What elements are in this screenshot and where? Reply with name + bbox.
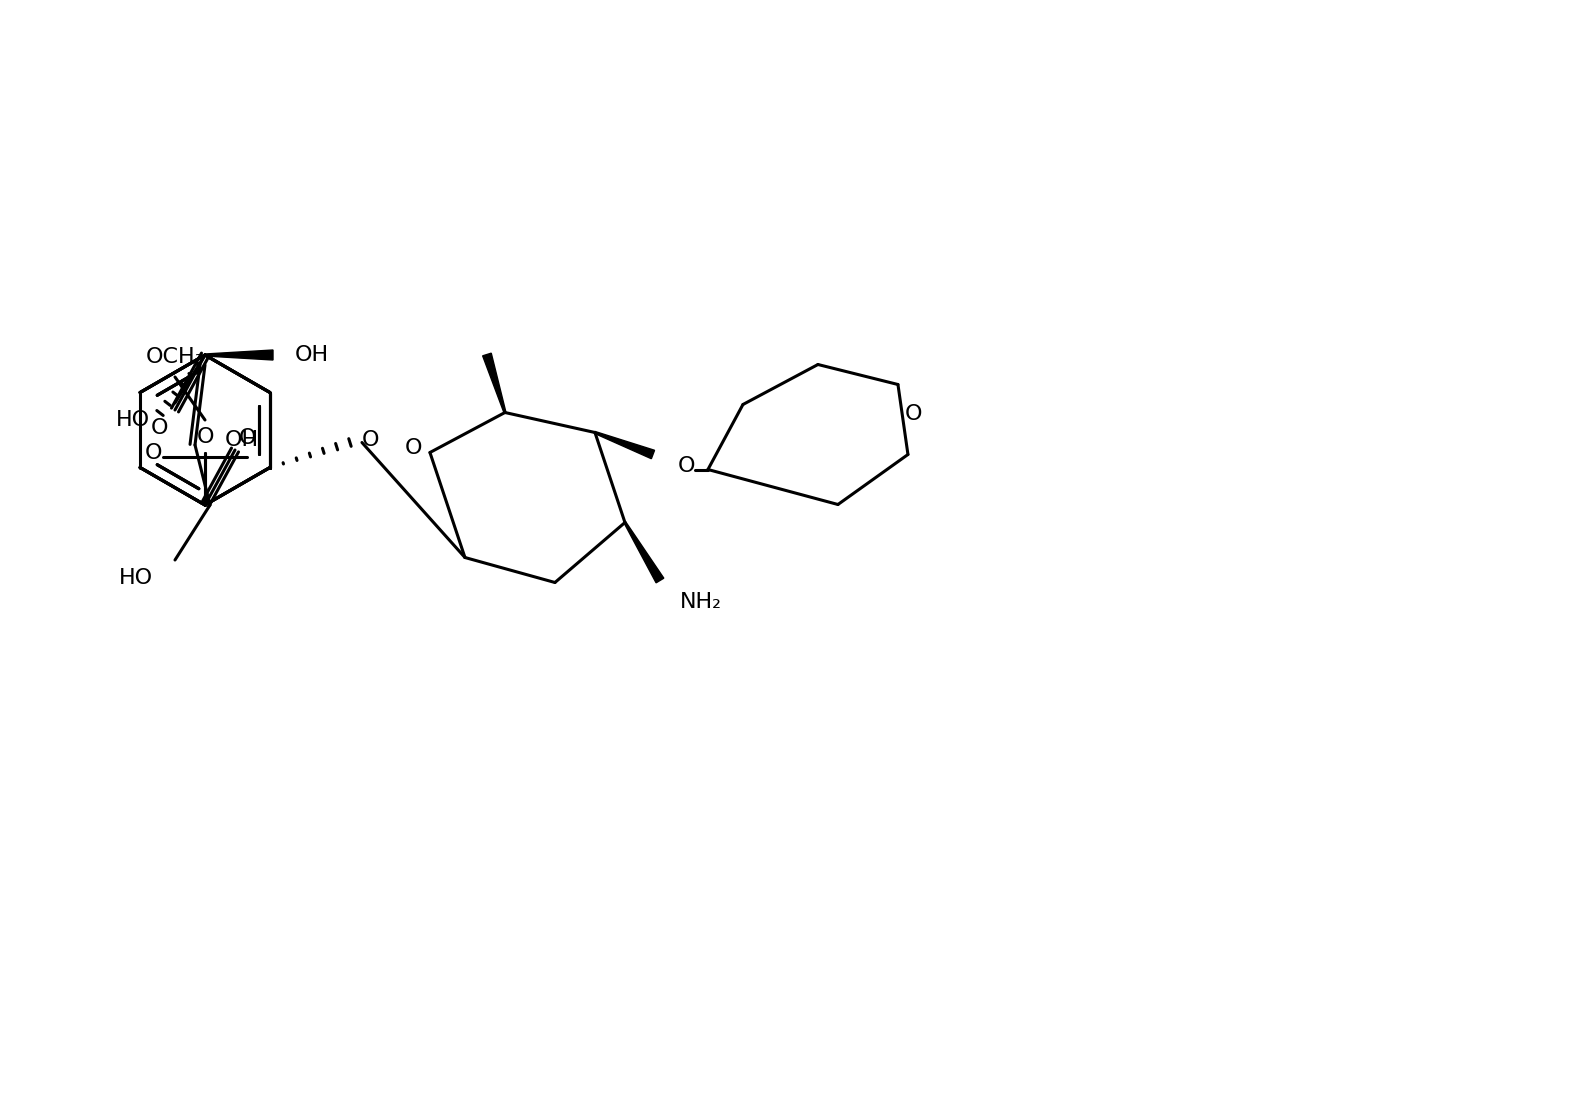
- Text: O: O: [904, 404, 923, 424]
- Text: O: O: [150, 419, 169, 438]
- Text: O: O: [196, 427, 214, 446]
- Polygon shape: [624, 521, 664, 583]
- Text: HO: HO: [119, 568, 154, 587]
- Text: OCH₃: OCH₃: [146, 347, 204, 367]
- Text: O: O: [239, 427, 257, 448]
- Text: O: O: [144, 443, 162, 463]
- Polygon shape: [594, 432, 654, 459]
- Text: NH₂: NH₂: [680, 592, 722, 612]
- Polygon shape: [204, 350, 272, 360]
- Text: HO: HO: [116, 410, 150, 430]
- Text: OH: OH: [225, 430, 260, 450]
- Text: O: O: [406, 438, 423, 458]
- Text: O: O: [678, 457, 695, 477]
- Text: O: O: [363, 431, 380, 451]
- Text: OH: OH: [295, 345, 329, 365]
- Polygon shape: [483, 354, 505, 413]
